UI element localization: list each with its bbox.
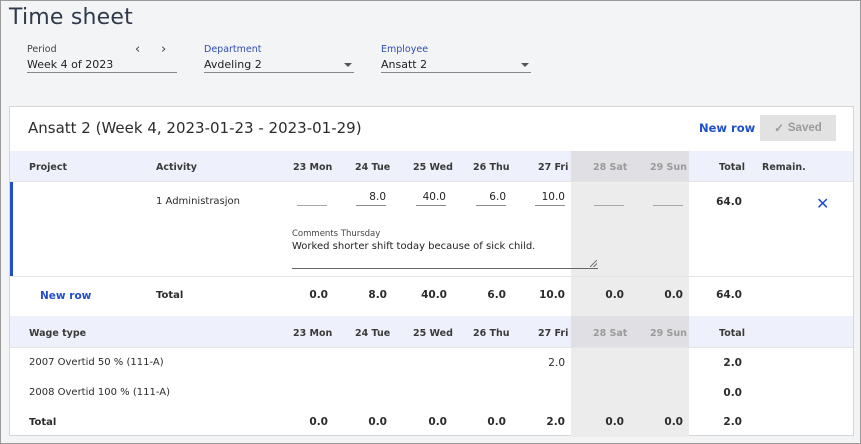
col-total: Total (719, 162, 745, 173)
wage-total-thu: 0.0 (487, 416, 506, 428)
col-fri: 27 Fri (538, 328, 569, 339)
col-total: Total (719, 328, 745, 339)
next-week-chevron-icon[interactable]: › (161, 42, 167, 57)
close-icon[interactable]: ✕ (816, 194, 830, 213)
period-value[interactable]: Week 4 of 2023 (27, 57, 177, 73)
timesheet-card: Ansatt 2 (Week 4, 2023-01-23 - 2023-01-2… (9, 106, 854, 437)
wage-row-name: 2008 Overtid 100 % (111-A) (29, 387, 170, 398)
resize-handle-icon[interactable] (590, 260, 597, 267)
hours-input-thu[interactable]: 6.0 (476, 190, 506, 206)
col-fri: 27 Fri (538, 162, 569, 173)
wage-total-wed: 0.0 (428, 416, 447, 428)
col-activity: Activity (156, 162, 197, 173)
wage-total-fri: 2.0 (546, 416, 565, 428)
card-title: Ansatt 2 (Week 4, 2023-01-23 - 2023-01-2… (28, 119, 362, 137)
col-sat: 28 Sat (593, 328, 628, 339)
employee-value: Ansatt 2 (381, 58, 428, 71)
hours-input-tue[interactable]: 8.0 (356, 190, 386, 206)
prev-week-chevron-icon[interactable]: ‹ (135, 42, 141, 57)
wage-total-label: Total (29, 417, 57, 428)
col-mon: 23 Mon (293, 328, 333, 339)
wage-row-name: 2007 Overtid 50 % (111-A) (29, 357, 164, 368)
col-wed: 25 Wed (413, 162, 453, 173)
weekend-shade (571, 151, 689, 437)
hours-input-sat[interactable] (594, 190, 624, 206)
department-value: Avdeling 2 (204, 58, 262, 71)
total-label: Total (156, 290, 184, 301)
department-value-wrap[interactable]: Avdeling 2 (204, 57, 354, 73)
saved-button[interactable]: ✓ Saved (760, 115, 836, 141)
total-wed: 40.0 (421, 289, 447, 301)
wage-row-total: 0.0 (723, 387, 742, 399)
period-label: Period (27, 44, 57, 55)
total-sat: 0.0 (605, 289, 624, 301)
new-row-button[interactable]: New row (699, 121, 756, 135)
department-label: Department (204, 44, 262, 55)
employee-label: Employee (381, 44, 429, 55)
col-wage-type: Wage type (29, 328, 87, 339)
new-row-button-bottom[interactable]: New row (40, 290, 92, 302)
weekend-header-shade (571, 151, 689, 182)
comment-text: Worked shorter shift today because of si… (292, 241, 536, 252)
wage-total-tue: 0.0 (368, 416, 387, 428)
chevron-down-icon (344, 63, 352, 67)
col-sun: 29 Sun (650, 162, 687, 173)
time-table-header (10, 151, 853, 182)
weekend-header-shade (571, 316, 689, 347)
total-sun: 0.0 (664, 289, 683, 301)
hours-input-mon[interactable] (297, 190, 327, 206)
col-wed: 25 Wed (413, 328, 453, 339)
divider (10, 181, 853, 182)
wage-row-fri: 2.0 (548, 357, 565, 369)
department-select[interactable]: Department Avdeling 2 (204, 44, 354, 73)
wage-row-total: 2.0 (723, 357, 742, 369)
hours-input-wed[interactable]: 40.0 (416, 190, 446, 206)
comment-label: Comments Thursday (292, 229, 381, 239)
col-thu: 26 Thu (473, 328, 510, 339)
col-sat: 28 Sat (593, 162, 628, 173)
wage-table-header (10, 316, 853, 347)
wage-total-sat: 0.0 (605, 416, 624, 428)
employee-select[interactable]: Employee Ansatt 2 (381, 44, 531, 73)
hours-input-fri[interactable]: 10.0 (535, 190, 565, 206)
total-tue: 8.0 (368, 289, 387, 301)
check-icon: ✓ (774, 123, 784, 135)
chevron-down-icon (521, 63, 529, 67)
active-row-indicator (10, 182, 13, 276)
wage-total-week: 2.0 (723, 416, 742, 428)
col-thu: 26 Thu (473, 162, 510, 173)
activity-cell: 1 Administrasjon (156, 196, 241, 207)
row-total: 64.0 (716, 196, 742, 208)
col-tue: 24 Tue (355, 162, 391, 173)
divider (10, 347, 853, 348)
col-mon: 23 Mon (293, 162, 333, 173)
comment-textarea[interactable]: Worked shorter shift today because of si… (292, 241, 598, 269)
col-tue: 24 Tue (355, 328, 391, 339)
period-field[interactable]: Period Week 4 of 2023 (27, 44, 177, 73)
col-project: Project (29, 162, 68, 173)
total-mon: 0.0 (309, 289, 328, 301)
employee-value-wrap[interactable]: Ansatt 2 (381, 57, 531, 73)
divider (10, 276, 853, 277)
col-remain: Remain. (762, 162, 806, 173)
total-thu: 6.0 (487, 289, 506, 301)
wage-total-mon: 0.0 (309, 416, 328, 428)
saved-label: Saved (787, 122, 822, 134)
hours-input-sun[interactable] (653, 190, 683, 206)
col-sun: 29 Sun (650, 328, 687, 339)
total-week: 64.0 (716, 289, 742, 301)
page-title: Time sheet (9, 5, 133, 30)
wage-total-sun: 0.0 (664, 416, 683, 428)
total-fri: 10.0 (539, 289, 565, 301)
